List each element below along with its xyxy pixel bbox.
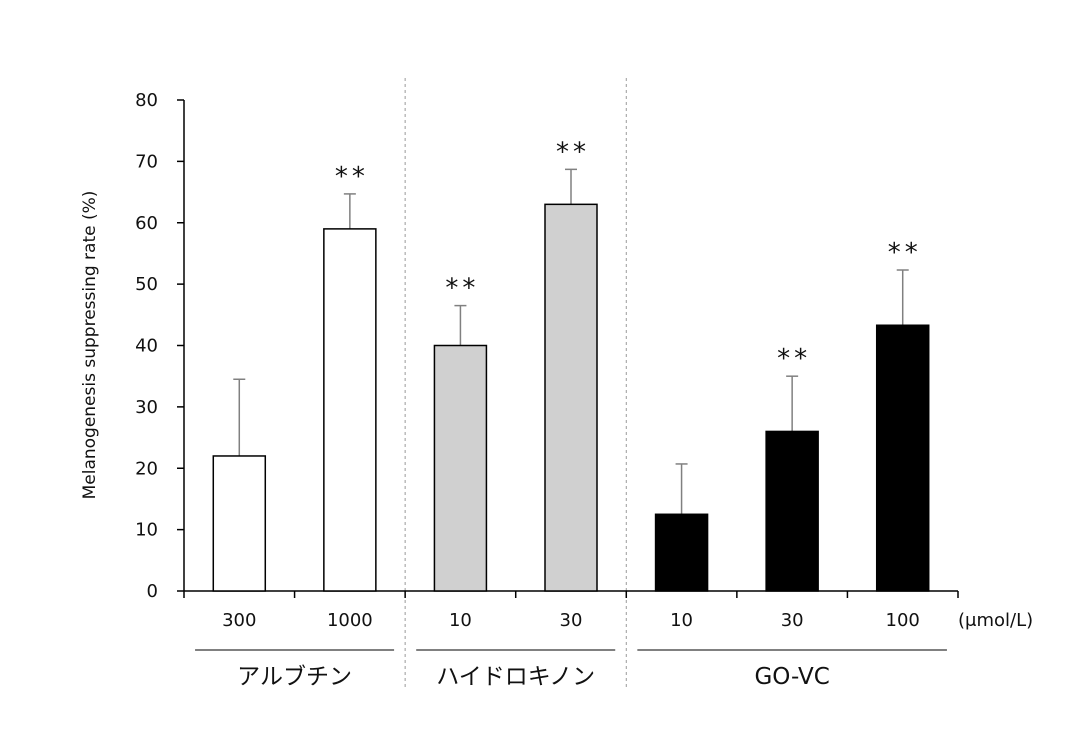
significance-marker: ** (888, 238, 922, 268)
y-tick-label: 20 (135, 458, 158, 479)
group-label: アルブチン (237, 664, 352, 690)
significance-marker: ** (556, 137, 590, 167)
x-tick-label: 100 (886, 610, 920, 631)
group-labels: アルブチン ハイドロキノン GO-VC (195, 649, 947, 690)
y-tick-label: 50 (135, 274, 158, 295)
y-tick-label: 40 (135, 336, 158, 357)
y-axis-label: Melanogenesis suppressing rate (%) (80, 191, 100, 500)
bar (544, 203, 598, 592)
bar (765, 430, 819, 592)
bar (875, 324, 930, 592)
bar (433, 344, 488, 592)
significance-marker: ** (777, 344, 811, 374)
y-tick-label: 80 (135, 90, 158, 111)
x-tick-label: 30 (781, 610, 804, 631)
x-tick-label: 300 (222, 610, 256, 631)
y-tick-label: 10 (135, 520, 158, 541)
bar (654, 513, 709, 592)
y-tick-label: 0 (147, 581, 158, 602)
significance-marker: ** (445, 274, 479, 304)
y-axis-ticks: 0 10 20 30 40 50 60 70 80 (135, 90, 184, 602)
significance-marker: ** (335, 162, 369, 192)
y-tick-label: 70 (135, 151, 158, 172)
x-axis-labels: 300 1000 10 30 10 30 100 (222, 610, 920, 631)
x-tick-label: 30 (560, 610, 583, 631)
group-label: ハイドロキノン (436, 664, 595, 690)
bar (323, 228, 377, 592)
x-tick-label: 10 (449, 610, 472, 631)
x-axis-unit-label: (μmol/L) (958, 610, 1033, 631)
bars: ** ** ** ** ** (212, 137, 930, 592)
bar (212, 455, 267, 592)
group-label: GO-VC (754, 664, 829, 690)
y-tick-label: 60 (135, 213, 158, 234)
x-tick-label: 1000 (327, 610, 373, 631)
y-tick-label: 30 (135, 397, 158, 418)
x-tick-label: 10 (670, 610, 693, 631)
